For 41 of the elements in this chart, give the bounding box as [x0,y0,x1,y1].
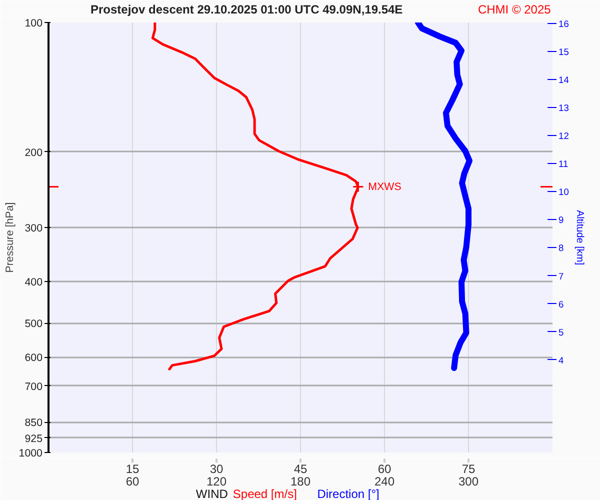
y2-tick-label: 14 [558,74,569,85]
y-tick-label: 300 [24,222,43,235]
text: CHMI © 2025 [478,2,552,16]
x-axis-title: WIND [196,486,228,500]
x-tick-label: 45 [294,462,308,476]
y-tick-label: 500 [24,318,43,330]
y-tick-label: 600 [24,352,43,364]
x2-tick-label: 120 [206,474,227,488]
y-axis-title: Pressure [hPa] [4,202,16,273]
y-tick-label: 400 [24,276,43,288]
x2-tick-label: 60 [126,474,140,488]
x-tick-label: 75 [462,462,476,476]
y2-tick-label: 12 [558,131,569,142]
x2-tick-label: 300 [458,474,479,488]
y2-tick-label: 11 [558,159,568,170]
x-tick-label: 30 [210,462,224,476]
text: Direction [°] [317,486,380,500]
x2-tick-label: 180 [290,474,311,488]
y2-tick-label: 8 [558,243,564,254]
chart-title: Prostejov descent 29.10.2025 01:00 UTC 49.09N,19.54E [90,2,403,16]
x-tick-label: 15 [126,462,140,476]
y-tick-label: 1000 [18,448,43,460]
y2-tick-label: 13 [558,102,569,113]
y2-tick-label: 6 [558,299,564,310]
y2-tick-label: 16 [558,18,569,29]
y2-tick-label: 4 [558,355,564,366]
y2-tick-label: 9 [558,215,564,226]
y2-tick-label: 5 [558,327,564,338]
annotation: MXWS [368,180,402,193]
y-tick-label: 200 [24,146,43,159]
y-tick-label: 850 [24,417,43,430]
y2-tick-label: 10 [558,187,569,198]
y-tick-label: 925 [24,432,43,445]
y-tick-label: 100 [24,18,43,30]
y2-tick-label: 15 [558,46,569,57]
x-tick-label: 60 [378,462,392,476]
text: Speed [m/s] [232,486,297,500]
y2-axis-title: Altitude [km] [574,210,585,266]
y-tick-label: 700 [24,380,43,393]
y2-tick-label: 7 [558,271,564,282]
x2-tick-label: 240 [374,474,395,488]
